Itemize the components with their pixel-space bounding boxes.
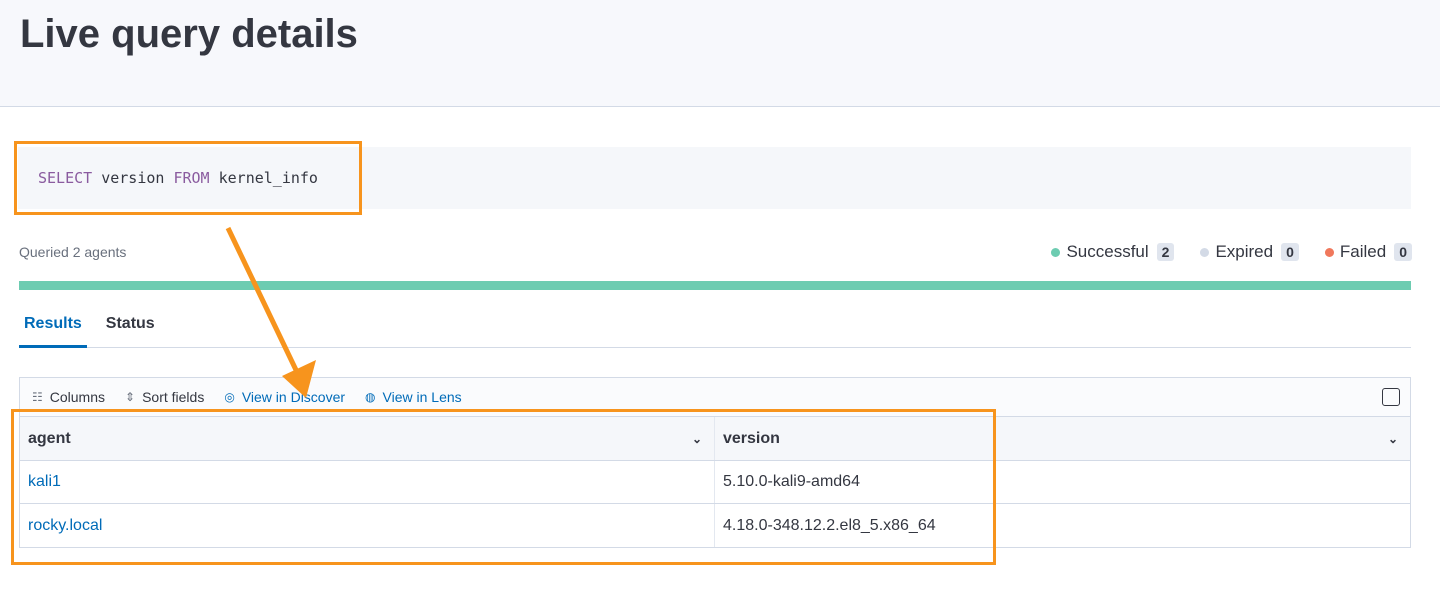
lens-icon: ◍ bbox=[365, 390, 376, 404]
agent-link[interactable]: kali1 bbox=[28, 473, 61, 490]
count-badge: 2 bbox=[1156, 243, 1175, 261]
tabs: Results Status bbox=[19, 312, 1411, 348]
legend-failed: Failed 0 bbox=[1324, 242, 1412, 262]
sql-text: kernel_info bbox=[209, 169, 318, 187]
version-cell: 5.10.0-kali9-amd64 bbox=[723, 473, 860, 490]
expired-dot-icon bbox=[1200, 247, 1210, 257]
agent-cell: kali1 bbox=[20, 461, 715, 503]
columns-icon: ☷ bbox=[32, 390, 43, 404]
column-header-agent[interactable]: agent ⌄ bbox=[20, 417, 715, 460]
discover-label: View in Discover bbox=[241, 389, 346, 405]
sql-keyword: FROM bbox=[173, 169, 210, 187]
legend-label: Successful bbox=[1066, 242, 1149, 261]
header-label: version bbox=[723, 429, 780, 447]
tab-results[interactable]: Results bbox=[19, 312, 87, 348]
view-in-lens-link[interactable]: ◍ View in Lens bbox=[365, 389, 462, 405]
progress-bar bbox=[19, 281, 1411, 290]
view-in-discover-link[interactable]: ◎ View in Discover bbox=[224, 389, 345, 405]
legend-label: Failed bbox=[1339, 242, 1387, 261]
queried-agents-text: Queried 2 agents bbox=[19, 244, 127, 260]
chevron-down-icon[interactable]: ⌄ bbox=[691, 431, 702, 446]
legend-successful: Successful 2 bbox=[1051, 242, 1194, 262]
chevron-down-icon[interactable]: ⌄ bbox=[1387, 431, 1398, 446]
status-legend: Successful 2 Expired 0 Failed 0 bbox=[1051, 242, 1412, 262]
compass-icon: ◎ bbox=[224, 390, 235, 404]
legend-label: Expired bbox=[1215, 242, 1274, 261]
column-header-version[interactable]: version ⌄ bbox=[715, 417, 1410, 460]
sort-label: Sort fields bbox=[142, 389, 205, 405]
header-label: agent bbox=[28, 429, 71, 447]
lens-label: View in Lens bbox=[382, 389, 462, 405]
agent-link[interactable]: rocky.local bbox=[28, 516, 103, 534]
tab-status[interactable]: Status bbox=[105, 315, 155, 332]
sort-fields-button[interactable]: ⇕ Sort fields bbox=[125, 389, 204, 405]
agent-cell: rocky.local bbox=[20, 504, 715, 547]
sql-text: version bbox=[92, 169, 174, 187]
version-cell: 4.18.0-348.12.2.el8_5.x86_64 bbox=[723, 516, 936, 534]
sort-icon: ⇕ bbox=[125, 390, 136, 404]
sql-keyword: SELECT bbox=[38, 169, 93, 187]
fullscreen-icon[interactable] bbox=[1382, 388, 1400, 406]
failed-dot-icon bbox=[1324, 247, 1334, 257]
success-dot-icon bbox=[1051, 247, 1061, 257]
page-title: Live query details bbox=[20, 12, 358, 56]
columns-label: Columns bbox=[49, 389, 106, 405]
query-code-block: SELECT version FROM kernel_info bbox=[18, 147, 1411, 209]
count-badge: 0 bbox=[1281, 243, 1299, 261]
table-header: agent ⌄ version ⌄ bbox=[20, 417, 1410, 461]
table-row: kali1 5.10.0-kali9-amd64 bbox=[20, 461, 1410, 504]
table-row: rocky.local 4.18.0-348.12.2.el8_5.x86_64 bbox=[20, 504, 1410, 547]
columns-button[interactable]: ☷ Columns bbox=[32, 389, 105, 405]
page-header: Live query details bbox=[0, 0, 1440, 107]
legend-expired: Expired 0 bbox=[1200, 242, 1318, 262]
count-badge: 0 bbox=[1394, 243, 1412, 261]
